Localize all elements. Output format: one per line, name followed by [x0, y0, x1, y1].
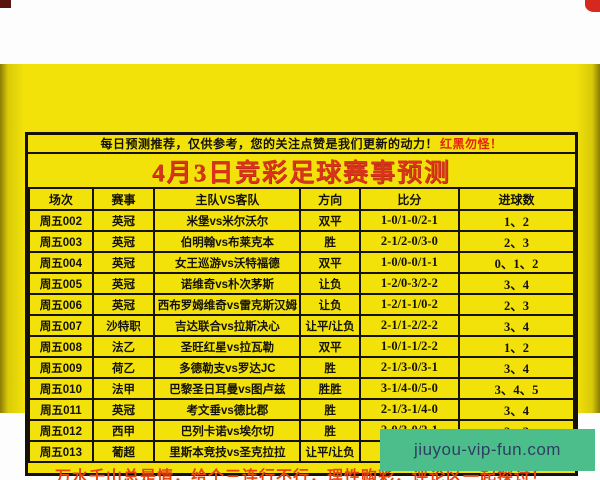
col-header-teams: 主队VS客队 — [153, 187, 302, 211]
goals: 3、4 — [457, 314, 576, 337]
score: 1-2/0-3/2-2 — [358, 272, 460, 295]
col-header-match: 场次 — [28, 187, 94, 211]
league: 沙特职 — [91, 314, 156, 337]
match-id: 周五010 — [28, 377, 94, 400]
direction: 胜胜 — [299, 377, 361, 400]
goals: 0、1、2 — [457, 251, 576, 274]
league: 英冠 — [91, 209, 156, 232]
score: 2-1/3-1/4-0 — [358, 398, 460, 421]
goals: 3、4 — [457, 272, 576, 295]
poster-title-row: 4月3日竞彩足球赛事预测 — [28, 154, 575, 187]
teams: 巴列卡诺vs埃尔切 — [153, 419, 302, 442]
league: 英冠 — [91, 398, 156, 421]
score: 1-0/1-1/2-2 — [358, 335, 460, 358]
direction: 让负 — [299, 272, 361, 295]
match-id: 周五013 — [28, 440, 94, 463]
poster-frame: 每日预测推荐，仅供参考，您的关注点赞是我们更新的动力！ 红黑勿怪！ 4月3日竞彩… — [25, 132, 578, 480]
score: 1-0/0-0/1-1 — [358, 251, 460, 274]
league: 葡超 — [91, 440, 156, 463]
direction: 胜 — [299, 230, 361, 253]
match-id: 周五006 — [28, 293, 94, 316]
league: 法甲 — [91, 377, 156, 400]
table-row: 周五007 沙特职 吉达联合vs拉斯决心 让平/让负 2-1/1-2/2-2 3… — [28, 314, 576, 337]
direction: 胜 — [299, 356, 361, 379]
watermark-domain: jiuyou-vip-fun.com — [380, 429, 595, 471]
match-id: 周五011 — [28, 398, 94, 421]
goals: 2、3 — [457, 230, 576, 253]
direction: 双平 — [299, 335, 361, 358]
score: 3-1/4-0/5-0 — [358, 377, 460, 400]
goals: 3、4、5 — [457, 377, 576, 400]
table-row: 周五010 法甲 巴黎圣日耳曼vs图卢兹 胜胜 3-1/4-0/5-0 3、4、… — [28, 377, 576, 400]
direction: 双平 — [299, 251, 361, 274]
league: 西甲 — [91, 419, 156, 442]
prediction-poster: 每日预测推荐，仅供参考，您的关注点赞是我们更新的动力！ 红黑勿怪！ 4月3日竞彩… — [0, 64, 600, 480]
score: 1-0/1-0/2-1 — [358, 209, 460, 232]
direction: 让平/让负 — [299, 440, 361, 463]
match-id: 周五002 — [28, 209, 94, 232]
goals: 3、4 — [457, 356, 576, 379]
daily-notice-banner: 每日预测推荐，仅供参考，您的关注点赞是我们更新的动力！ 红黑勿怪！ — [28, 135, 575, 154]
table-row: 周五003 英冠 伯明翰vs布莱克本 胜 2-1/2-0/3-0 2、3 — [28, 230, 576, 253]
table-row: 周五008 法乙 圣旺红星vs拉瓦勒 双平 1-0/1-1/2-2 1、2 — [28, 335, 576, 358]
col-header-league: 赛事 — [91, 187, 156, 211]
league: 英冠 — [91, 293, 156, 316]
prediction-table: 场次 赛事 主队VS客队 方向 比分 进球数 周五002 英冠 米堡vs米尔沃尔… — [28, 187, 576, 463]
teams: 西布罗姆维奇vs雷克斯汉姆 — [153, 293, 302, 316]
col-header-goals: 进球数 — [457, 187, 576, 211]
table-header-row: 场次 赛事 主队VS客队 方向 比分 进球数 — [28, 187, 576, 211]
table-row: 周五005 英冠 诺维奇vs朴次茅斯 让负 1-2/0-3/2-2 3、4 — [28, 272, 576, 295]
table-row: 周五011 英冠 考文垂vs德比郡 胜 2-1/3-1/4-0 3、4 — [28, 398, 576, 421]
match-id: 周五003 — [28, 230, 94, 253]
table-row: 周五006 英冠 西布罗姆维奇vs雷克斯汉姆 让负 1-2/1-1/0-2 2、… — [28, 293, 576, 316]
col-header-score: 比分 — [358, 187, 460, 211]
teams: 女王巡游vs沃特福德 — [153, 251, 302, 274]
direction: 让平/让负 — [299, 314, 361, 337]
match-id: 周五004 — [28, 251, 94, 274]
corner-artifact-left — [0, 0, 11, 8]
goals: 1、2 — [457, 335, 576, 358]
teams: 伯明翰vs布莱克本 — [153, 230, 302, 253]
direction: 胜 — [299, 398, 361, 421]
teams: 多德勒支vs罗达JC — [153, 356, 302, 379]
league: 英冠 — [91, 230, 156, 253]
match-id: 周五012 — [28, 419, 94, 442]
table-row: 周五002 英冠 米堡vs米尔沃尔 双平 1-0/1-0/2-1 1、2 — [28, 209, 576, 232]
goals: 2、3 — [457, 293, 576, 316]
score: 2-1/3-0/3-1 — [358, 356, 460, 379]
col-header-direction: 方向 — [299, 187, 361, 211]
goals: 1、2 — [457, 209, 576, 232]
match-id: 周五009 — [28, 356, 94, 379]
league: 英冠 — [91, 251, 156, 274]
table-row: 周五004 英冠 女王巡游vs沃特福德 双平 1-0/0-0/1-1 0、1、2 — [28, 251, 576, 274]
league: 荷乙 — [91, 356, 156, 379]
teams: 考文垂vs德比郡 — [153, 398, 302, 421]
footer-slogan: 万水千山总是情，给个三连行不行，理性购彩，评论区一起探讨！ — [54, 469, 548, 480]
score: 1-2/1-1/0-2 — [358, 293, 460, 316]
score: 2-1/2-0/3-0 — [358, 230, 460, 253]
teams: 圣旺红星vs拉瓦勒 — [153, 335, 302, 358]
direction: 胜 — [299, 419, 361, 442]
match-id: 周五007 — [28, 314, 94, 337]
teams: 吉达联合vs拉斯决心 — [153, 314, 302, 337]
page-title: 4月3日竞彩足球赛事预测 — [151, 159, 451, 187]
score: 2-1/1-2/2-2 — [358, 314, 460, 337]
teams: 诺维奇vs朴次茅斯 — [153, 272, 302, 295]
corner-artifact-right — [585, 0, 600, 12]
notice-red-text: 红黑勿怪！ — [440, 137, 503, 151]
teams: 里斯本竞技vs圣克拉拉 — [153, 440, 302, 463]
match-id: 周五005 — [28, 272, 94, 295]
teams: 米堡vs米尔沃尔 — [153, 209, 302, 232]
league: 英冠 — [91, 272, 156, 295]
table-row: 周五009 荷乙 多德勒支vs罗达JC 胜 2-1/3-0/3-1 3、4 — [28, 356, 576, 379]
league: 法乙 — [91, 335, 156, 358]
teams: 巴黎圣日耳曼vs图卢兹 — [153, 377, 302, 400]
notice-text: 每日预测推荐，仅供参考，您的关注点赞是我们更新的动力！ — [100, 137, 438, 151]
direction: 让负 — [299, 293, 361, 316]
prediction-table-wrap: 场次 赛事 主队VS客队 方向 比分 进球数 周五002 英冠 米堡vs米尔沃尔… — [28, 187, 576, 463]
match-id: 周五008 — [28, 335, 94, 358]
direction: 双平 — [299, 209, 361, 232]
goals: 3、4 — [457, 398, 576, 421]
